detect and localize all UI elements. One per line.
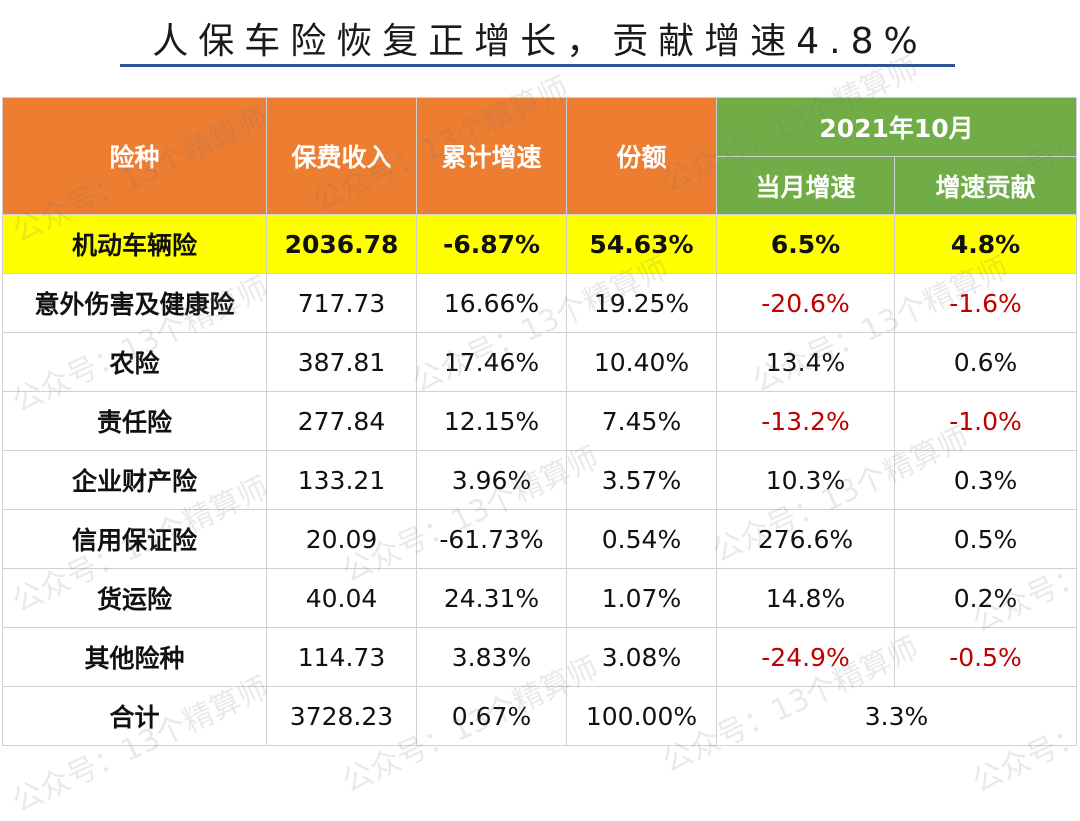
cell-category: 责任险 [2, 391, 267, 451]
cell-cum-growth: 3.83% [416, 627, 567, 687]
cell-cum-growth: -61.73% [416, 509, 567, 569]
cell-total-share: 100.00% [566, 686, 717, 746]
header-period: 2021年10月 [716, 97, 1077, 157]
cell-contribution: -1.0% [894, 391, 1077, 451]
cell-month-growth: 14.8% [716, 568, 895, 628]
cell-category: 企业财产险 [2, 450, 267, 510]
table-row: 信用保证险 20.09 -61.73% 0.54% 276.6% 0.5% [2, 509, 1077, 569]
page-title: 人保车险恢复正增长，贡献增速4.8% [152, 21, 928, 62]
cell-total-label: 合计 [2, 686, 267, 746]
table-row: 其他险种 114.73 3.83% 3.08% -24.9% -0.5% [2, 627, 1077, 687]
cell-share: 19.25% [566, 273, 717, 333]
cell-cum-growth: 3.96% [416, 450, 567, 510]
cell-month-growth: 10.3% [716, 450, 895, 510]
cell-total-premium: 3728.23 [266, 686, 417, 746]
header-contribution: 增速贡献 [894, 156, 1077, 215]
cell-contribution: 0.2% [894, 568, 1077, 628]
header-premium: 保费收入 [266, 97, 417, 215]
cell-total-cum-growth: 0.67% [416, 686, 567, 746]
cell-contribution: 0.5% [894, 509, 1077, 569]
cell-cum-growth: 12.15% [416, 391, 567, 451]
cell-month-growth: 6.5% [716, 214, 895, 274]
cell-total-growth: 3.3% [716, 686, 1077, 746]
total-row: 合计 3728.23 0.67% 100.00% 3.3% [2, 686, 1077, 746]
cell-premium: 133.21 [266, 450, 417, 510]
header-share: 份额 [566, 97, 717, 215]
cell-premium: 114.73 [266, 627, 417, 687]
cell-contribution: 0.6% [894, 332, 1077, 392]
cell-contribution: -0.5% [894, 627, 1077, 687]
table-row: 企业财产险 133.21 3.96% 3.57% 10.3% 0.3% [2, 450, 1077, 510]
cell-category: 农险 [2, 332, 267, 392]
cell-month-growth: 13.4% [716, 332, 895, 392]
cell-share: 3.57% [566, 450, 717, 510]
header-month-growth: 当月增速 [716, 156, 895, 215]
cell-month-growth: -24.9% [716, 627, 895, 687]
cell-cum-growth: 24.31% [416, 568, 567, 628]
cell-share: 3.08% [566, 627, 717, 687]
insurance-table: 险种 保费收入 累计增速 份额 2021年10月 当月增速 增速贡献 机动车辆险… [2, 97, 1077, 746]
cell-share: 1.07% [566, 568, 717, 628]
header-cum-growth: 累计增速 [416, 97, 567, 215]
header-category: 险种 [2, 97, 267, 215]
cell-premium: 717.73 [266, 273, 417, 333]
cell-month-growth: -20.6% [716, 273, 895, 333]
cell-contribution: 4.8% [894, 214, 1077, 274]
cell-month-growth: -13.2% [716, 391, 895, 451]
table-row: 责任险 277.84 12.15% 7.45% -13.2% -1.0% [2, 391, 1077, 451]
cell-contribution: 0.3% [894, 450, 1077, 510]
table-row: 机动车辆险 2036.78 -6.87% 54.63% 6.5% 4.8% [2, 214, 1077, 274]
table-row: 货运险 40.04 24.31% 1.07% 14.8% 0.2% [2, 568, 1077, 628]
cell-share: 7.45% [566, 391, 717, 451]
cell-month-growth: 276.6% [716, 509, 895, 569]
cell-premium: 20.09 [266, 509, 417, 569]
cell-cum-growth: -6.87% [416, 214, 567, 274]
cell-premium: 387.81 [266, 332, 417, 392]
table-row: 意外伤害及健康险 717.73 16.66% 19.25% -20.6% -1.6% [2, 273, 1077, 333]
cell-category: 其他险种 [2, 627, 267, 687]
cell-category: 机动车辆险 [2, 214, 267, 274]
title-underline [120, 64, 955, 67]
cell-category: 货运险 [2, 568, 267, 628]
cell-cum-growth: 17.46% [416, 332, 567, 392]
cell-share: 54.63% [566, 214, 717, 274]
table-row: 农险 387.81 17.46% 10.40% 13.4% 0.6% [2, 332, 1077, 392]
cell-category: 意外伤害及健康险 [2, 273, 267, 333]
cell-category: 信用保证险 [2, 509, 267, 569]
cell-share: 10.40% [566, 332, 717, 392]
cell-share: 0.54% [566, 509, 717, 569]
cell-contribution: -1.6% [894, 273, 1077, 333]
cell-cum-growth: 16.66% [416, 273, 567, 333]
cell-premium: 40.04 [266, 568, 417, 628]
table-body: 机动车辆险 2036.78 -6.87% 54.63% 6.5% 4.8% 意外伤害及健康险… [2, 214, 1077, 746]
cell-premium: 2036.78 [266, 214, 417, 274]
cell-premium: 277.84 [266, 391, 417, 451]
